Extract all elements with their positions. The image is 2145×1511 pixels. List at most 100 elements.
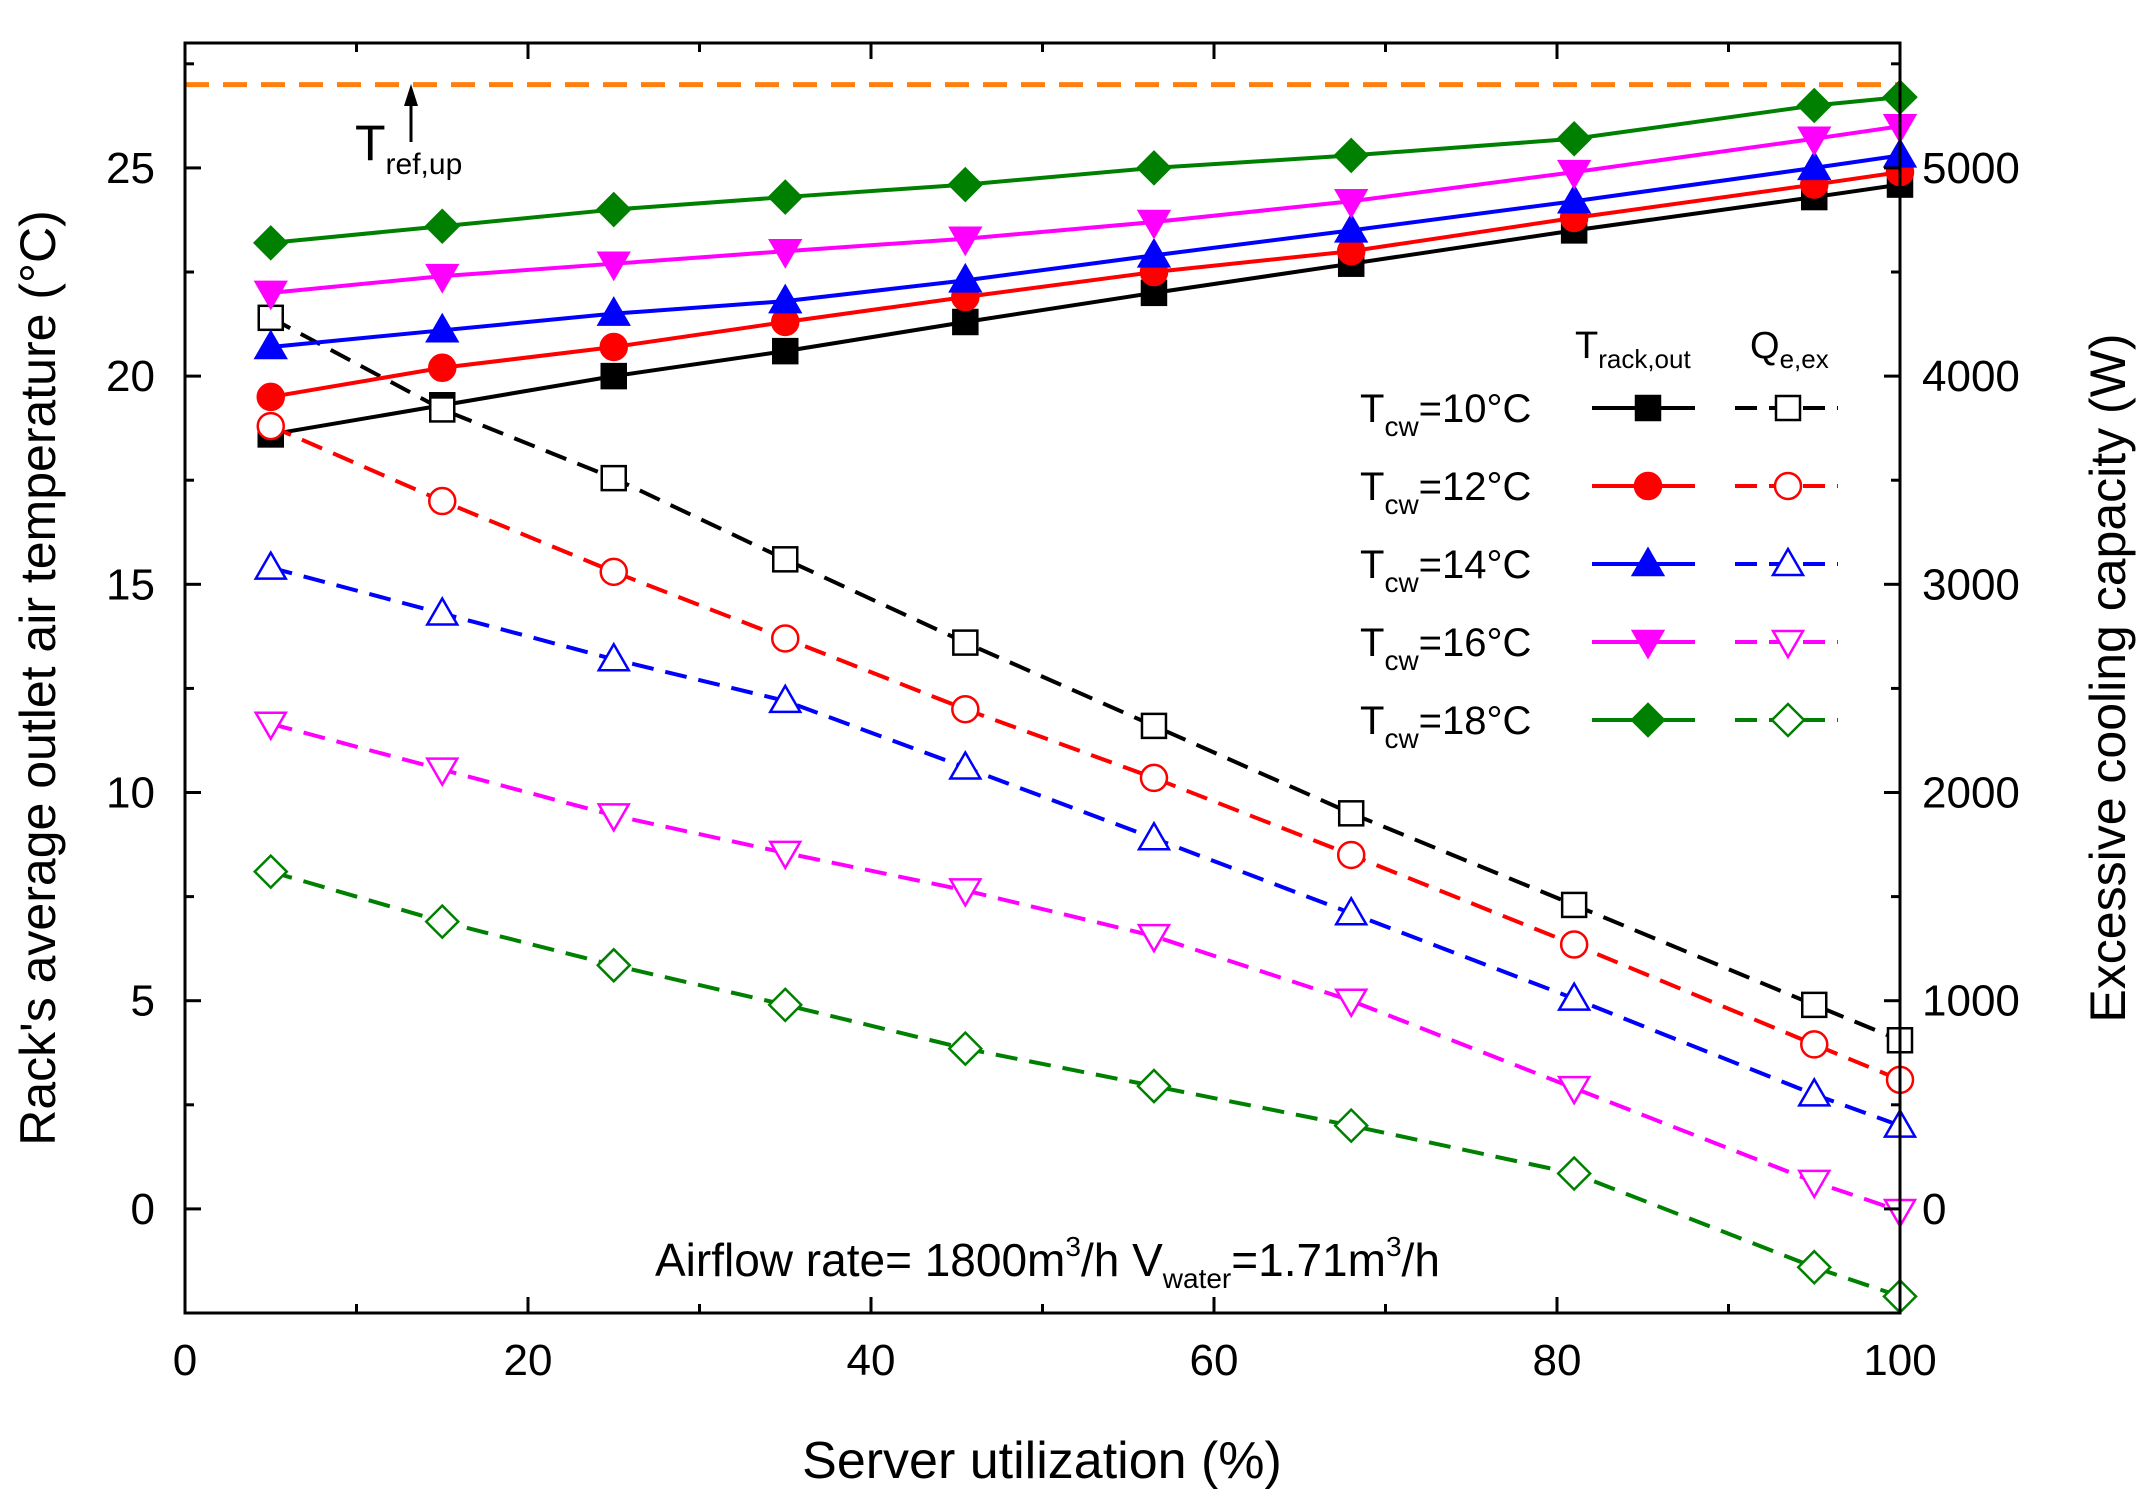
legend-label-sub: cw [1384, 645, 1419, 676]
series-2-temp-point [1797, 150, 1832, 181]
series-3-temp-point [425, 263, 460, 294]
y2-axis-label: Excessive cooling capacity (W) [2080, 333, 2136, 1022]
series-0-cooling-line [269, 316, 1900, 1043]
series-2-temp-point [1334, 212, 1369, 243]
series-1-cooling-point [599, 557, 628, 587]
series-0-cooling-point [429, 396, 456, 423]
legend: Track,out Qe,ex Tcw=10°CTcw=12°CTcw=14°C… [1360, 325, 1838, 754]
series-0-temp-line [270, 182, 1900, 437]
x-tick-label: 40 [847, 1336, 896, 1385]
legend-col2-sub: e,ex [1780, 344, 1829, 374]
legend-label-value: =12°C [1419, 465, 1532, 509]
series-3-temp-point [768, 238, 803, 269]
series-3-cooling-line [270, 721, 1900, 1213]
series-2-temp-point [948, 262, 983, 293]
x-axis-label: Server utilization (%) [802, 1432, 1282, 1490]
series-4-temp-point [424, 208, 461, 244]
series-4-cooling-line [270, 869, 1900, 1299]
series-4-cooling-point [424, 903, 461, 940]
series-2-cooling-point [948, 750, 983, 780]
legend-marker-2-cooling [1770, 546, 1806, 577]
reference-label-sub: ref,up [386, 148, 463, 181]
y-tick-label: 15 [106, 560, 155, 609]
legend-label-4: Tcw=18°C [1360, 699, 1531, 754]
series-3-temp-point [1334, 188, 1369, 219]
series-1-cooling-point [1800, 1030, 1829, 1059]
x-tick-label: 20 [504, 1336, 553, 1385]
legend-label-value: =10°C [1419, 387, 1532, 431]
series-4-temp-point [1136, 150, 1172, 186]
series-1-temp-point [428, 353, 457, 383]
series-2-cooling-line [270, 565, 1900, 1128]
reference-label-main: T [355, 115, 386, 171]
series-4-cooling-point [252, 853, 289, 890]
series-0-cooling-point [952, 629, 979, 656]
x-tick-label: 0 [173, 1336, 197, 1385]
series-4-cooling-point [1136, 1068, 1172, 1104]
legend-marker-0-temp [1634, 394, 1662, 422]
y2-tick-label: 3000 [1922, 560, 2020, 609]
legend-label-prefix: T [1360, 465, 1384, 509]
y-tick-label: 20 [106, 352, 155, 401]
series-4-cooling-point [1796, 1249, 1833, 1285]
series-0-cooling-point [1140, 712, 1168, 740]
legend-col2-main: Q [1750, 325, 1780, 367]
series-2-temp-point [425, 312, 460, 343]
series-2-temp-point [596, 296, 631, 326]
legend-marker-2-temp [1630, 546, 1666, 577]
series-1-cooling-point [1336, 840, 1366, 870]
series-2-cooling-point [425, 595, 460, 626]
series-2-cooling-point [768, 683, 803, 714]
legend-label-1: Tcw=12°C [1360, 465, 1531, 520]
series-1-cooling-point [1139, 763, 1169, 793]
annotation: Airflow rate= 1800m3/h Vwater=1.71m3/h [655, 1231, 1440, 1294]
series-0-cooling-point [1560, 891, 1588, 919]
legend-label-value: =16°C [1419, 621, 1532, 665]
series-3-cooling-point [1797, 1169, 1832, 1200]
series-4-cooling-point [1333, 1107, 1369, 1144]
y-tick-label: 0 [131, 1185, 155, 1234]
svg-text:Qe,ex: Qe,ex [1750, 325, 1829, 374]
annotation-part-4: /h [1402, 1234, 1440, 1286]
series-0-cooling-point [600, 464, 627, 492]
series-3-temp-point [1556, 159, 1592, 190]
series-4-temp-point [252, 225, 289, 261]
legend-label-prefix: T [1360, 543, 1384, 587]
legend-marker-0-cooling [1774, 394, 1802, 422]
series-1-cooling-point [1559, 930, 1589, 959]
y2-tick-label: 4000 [1922, 352, 2020, 401]
series-2-temp-line [270, 153, 1900, 349]
series-3-temp-point [596, 251, 631, 282]
series-2-temp-point [768, 283, 803, 314]
svg-text:Tref,up: Tref,up [355, 115, 462, 181]
series-3-cooling-point [1334, 988, 1369, 1019]
series-3-cooling-point [1136, 923, 1172, 954]
annotation-part-2: /h V [1081, 1234, 1163, 1286]
series-1-cooling-point [256, 411, 285, 441]
series-3-temp-point [253, 280, 288, 311]
series-4-temp-point [595, 191, 632, 228]
series-2-cooling-point [1334, 895, 1369, 926]
series-3-cooling-point [596, 803, 631, 833]
legend-label-sub: cw [1384, 723, 1419, 754]
series-3-cooling-point [948, 878, 983, 908]
y-axis-label: Rack's average outlet air temperature (°… [10, 210, 66, 1145]
legend-marker-4-temp [1630, 702, 1666, 738]
series-3-temp-point [948, 226, 983, 257]
series-layer [269, 95, 1900, 1299]
series-4-temp-point [767, 179, 804, 215]
series-4-temp-point [1556, 121, 1592, 157]
annotation-sup-1: 3 [1065, 1231, 1081, 1262]
series-3-cooling-point [1556, 1075, 1592, 1106]
series-1-temp-point [599, 332, 628, 362]
legend-marker-4-cooling [1770, 702, 1806, 738]
series-0-cooling-point [772, 546, 799, 573]
series-2-cooling-point [596, 641, 631, 672]
y-tick-label: 10 [106, 769, 155, 818]
y2-tick-label: 0 [1922, 1185, 1946, 1234]
legend-label-prefix: T [1360, 621, 1384, 665]
tick-layer: 0 20 40 60 80 1000510152025010002000300040005… [106, 43, 2020, 1385]
legend-marker-3-cooling [1770, 629, 1806, 660]
series-1-cooling-point [428, 486, 457, 516]
